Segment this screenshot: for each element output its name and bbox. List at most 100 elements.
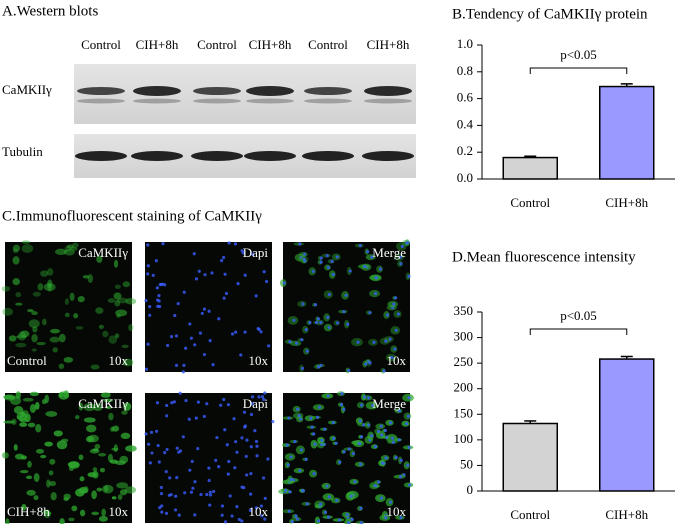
nucleus bbox=[267, 344, 271, 348]
cell bbox=[122, 358, 134, 367]
nucleus bbox=[397, 438, 401, 442]
cell bbox=[19, 470, 29, 474]
nucleus bbox=[399, 475, 403, 479]
cell bbox=[63, 356, 74, 363]
nucleus bbox=[178, 449, 183, 453]
nucleus bbox=[323, 510, 328, 514]
stain-label: Dapi bbox=[243, 245, 269, 260]
cell bbox=[59, 392, 64, 398]
nucleus bbox=[400, 244, 404, 248]
cell bbox=[91, 490, 97, 500]
nucleus bbox=[297, 413, 301, 418]
faint-band bbox=[193, 98, 241, 104]
bar bbox=[599, 85, 655, 180]
micrograph bbox=[145, 242, 272, 372]
y-tick-label: 250 bbox=[454, 354, 474, 369]
nucleus bbox=[163, 450, 167, 455]
nucleus bbox=[174, 363, 179, 367]
nucleus bbox=[191, 486, 195, 490]
cell bbox=[26, 489, 36, 496]
nucleus bbox=[335, 498, 339, 503]
cell bbox=[90, 364, 100, 370]
cell bbox=[27, 422, 36, 428]
cell bbox=[109, 459, 118, 464]
nucleus bbox=[175, 446, 179, 450]
cell bbox=[91, 511, 100, 516]
nucleus bbox=[330, 259, 334, 263]
magnification-label: 10x bbox=[387, 504, 407, 519]
nucleus bbox=[242, 410, 247, 414]
nucleus bbox=[293, 439, 297, 444]
nucleus bbox=[164, 469, 168, 474]
significance-bracket bbox=[529, 328, 628, 335]
nucleus bbox=[331, 420, 335, 425]
nucleus bbox=[399, 516, 403, 520]
nucleus bbox=[301, 302, 305, 306]
band bbox=[191, 151, 243, 161]
nucleus bbox=[248, 508, 253, 512]
cell bbox=[31, 311, 38, 316]
lane-label: Control bbox=[308, 37, 348, 52]
nucleus bbox=[358, 244, 362, 248]
cell bbox=[8, 335, 17, 342]
cell bbox=[119, 455, 129, 464]
nucleus bbox=[317, 405, 322, 409]
cell bbox=[21, 410, 29, 415]
nucleus bbox=[208, 339, 212, 343]
nucleus bbox=[159, 492, 164, 496]
nucleus bbox=[208, 493, 213, 497]
cell bbox=[125, 445, 137, 452]
x-tick-label: CIH+8h bbox=[605, 507, 648, 522]
cell bbox=[116, 482, 129, 489]
nucleus bbox=[241, 251, 245, 255]
cell bbox=[1, 452, 9, 459]
nucleus bbox=[300, 488, 305, 493]
cell bbox=[12, 244, 21, 252]
nucleus bbox=[344, 293, 348, 297]
nucleus bbox=[376, 480, 381, 484]
nucleus bbox=[298, 242, 302, 246]
nucleus bbox=[227, 459, 231, 464]
cell bbox=[114, 299, 121, 307]
nucleus bbox=[158, 506, 162, 510]
nucleus bbox=[214, 458, 218, 462]
nucleus bbox=[220, 504, 225, 508]
nucleus bbox=[383, 428, 387, 433]
nucleus bbox=[323, 427, 327, 431]
nucleus bbox=[326, 394, 330, 398]
blot-camkii bbox=[74, 64, 416, 124]
cell bbox=[64, 298, 69, 305]
cell bbox=[36, 341, 46, 346]
nucleus bbox=[340, 392, 344, 396]
cell bbox=[121, 344, 129, 349]
cell bbox=[27, 309, 34, 313]
nucleus bbox=[379, 496, 384, 500]
cell bbox=[46, 511, 52, 516]
nucleus bbox=[245, 473, 249, 477]
nucleus bbox=[366, 250, 370, 254]
faint-band bbox=[77, 98, 125, 104]
nucleus bbox=[390, 355, 394, 360]
nucleus bbox=[262, 397, 266, 402]
cell bbox=[87, 274, 94, 283]
x-tick-label: Control bbox=[510, 507, 550, 522]
annotation: p<0.05 bbox=[560, 308, 597, 323]
nucleus bbox=[217, 317, 221, 321]
cell bbox=[33, 473, 40, 482]
nucleus bbox=[156, 304, 160, 308]
cell bbox=[35, 402, 40, 410]
nucleus bbox=[319, 502, 323, 506]
nucleus bbox=[310, 425, 314, 429]
y-tick-label: 0.2 bbox=[457, 143, 473, 158]
nucleus bbox=[192, 252, 196, 256]
nucleus bbox=[299, 255, 303, 260]
cell bbox=[69, 246, 78, 251]
nucleus bbox=[384, 516, 388, 520]
nucleus bbox=[151, 273, 155, 277]
bar bbox=[502, 422, 558, 492]
nucleus bbox=[349, 494, 353, 498]
cell bbox=[122, 281, 131, 288]
nucleus bbox=[169, 493, 173, 497]
nucleus bbox=[304, 328, 308, 332]
nucleus bbox=[144, 367, 149, 371]
